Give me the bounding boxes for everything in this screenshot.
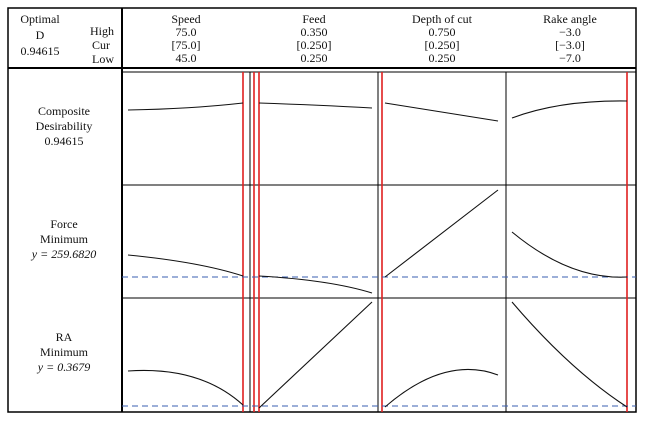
current-lines	[242, 72, 628, 412]
factor-high: 75.0	[176, 25, 197, 39]
factor-low: −7.0	[559, 51, 581, 65]
response-label: Minimum	[40, 232, 89, 246]
response-label: RA	[56, 330, 73, 344]
factor-low: 0.250	[429, 51, 456, 65]
target-lines	[122, 276, 636, 407]
response-label: 0.94615	[45, 134, 84, 148]
factor-name: Feed	[302, 12, 325, 26]
factor-name: Speed	[171, 12, 200, 26]
factor-high: −3.0	[559, 25, 581, 39]
d-label: D	[36, 28, 45, 42]
optimal-label: Optimal	[20, 12, 60, 26]
factor-name: Rake angle	[543, 12, 597, 26]
factor-high: 0.350	[301, 25, 328, 39]
factor-current: [0.250]	[425, 38, 460, 52]
response-label: Minimum	[40, 345, 89, 359]
factor-current: [75.0]	[172, 38, 201, 52]
factor-high: 0.750	[429, 25, 456, 39]
d-value: 0.94615	[21, 44, 60, 58]
response-label: y = 259.6820	[31, 247, 96, 261]
factor-current: [0.250]	[297, 38, 332, 52]
response-label: y = 0.3679	[37, 360, 90, 374]
factor-name: Depth of cut	[412, 12, 473, 26]
response-label: Force	[50, 217, 77, 231]
response-curves	[127, 100, 628, 409]
labels: Optimal D 0.94615 High Cur Low Speed75.0…	[20, 12, 596, 374]
factor-low: 0.250	[301, 51, 328, 65]
factor-current: [−3.0]	[555, 38, 585, 52]
cur-label: Cur	[92, 38, 110, 52]
response-label: Composite	[38, 104, 90, 118]
factor-low: 45.0	[176, 51, 197, 65]
panel-area	[121, 71, 637, 413]
high-label: High	[90, 24, 114, 38]
response-label: Desirability	[36, 119, 93, 133]
panel-grid	[122, 72, 636, 412]
low-label: Low	[92, 52, 114, 66]
